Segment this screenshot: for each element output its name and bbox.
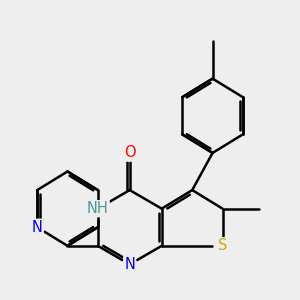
Text: N: N xyxy=(32,220,43,235)
Text: S: S xyxy=(218,238,227,253)
Text: O: O xyxy=(124,146,136,160)
Text: NH: NH xyxy=(87,201,109,216)
Text: N: N xyxy=(124,257,135,272)
